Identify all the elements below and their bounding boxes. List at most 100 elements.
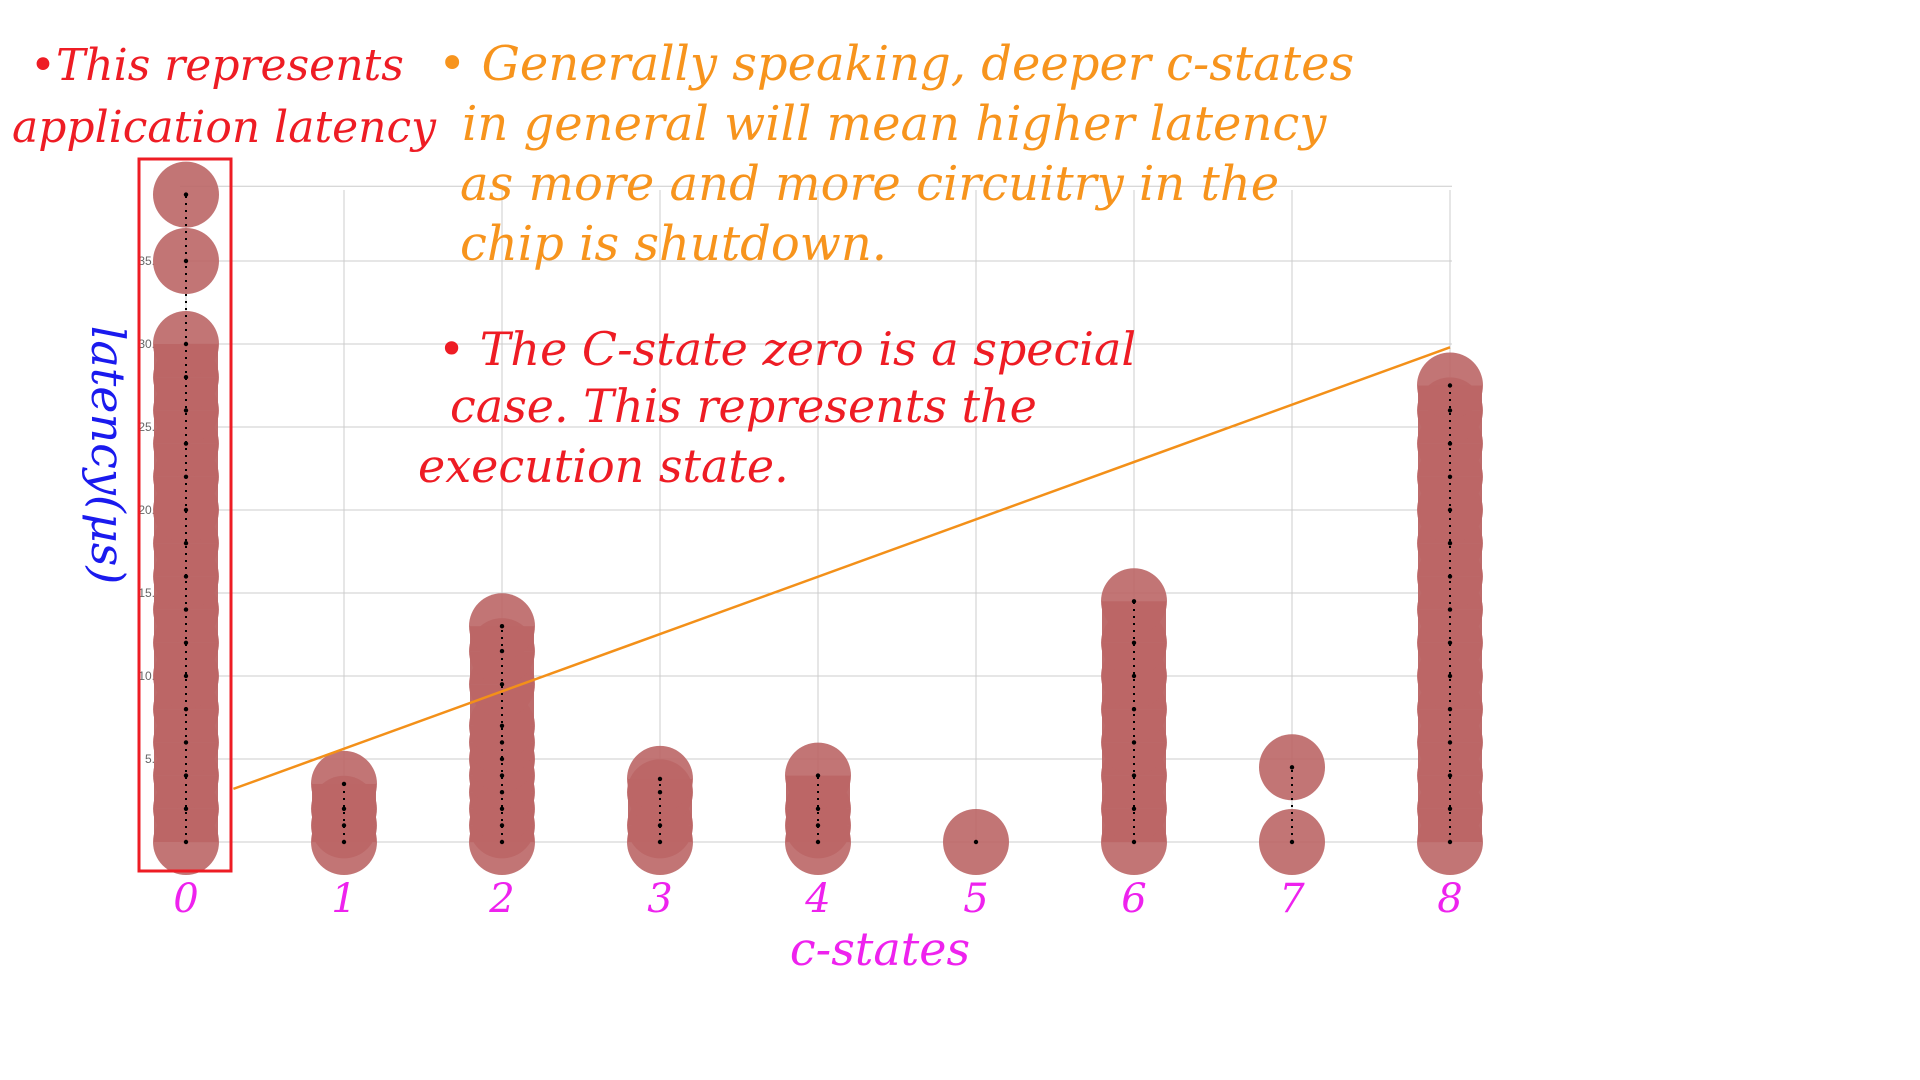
left-note-line-2: application latency <box>12 102 437 153</box>
y-tick-label: 25. <box>138 420 155 434</box>
data-point <box>183 806 189 811</box>
data-point <box>1131 599 1137 604</box>
x-tick-labels: 0 1 2 3 4 5 6 7 8 <box>173 876 1462 922</box>
x-tick-label: 5 <box>963 876 988 922</box>
main-note-line-1: • Generally speaking, deeper c-states <box>438 36 1354 92</box>
data-point <box>657 776 663 782</box>
data-point <box>1131 673 1137 679</box>
annotation-main: • Generally speaking, deeper c-states in… <box>438 36 1354 272</box>
data-point <box>1131 740 1137 745</box>
data-point <box>183 341 189 347</box>
data-point <box>183 574 189 579</box>
data-point <box>1289 839 1295 845</box>
data-point <box>1447 574 1453 579</box>
x-tick-label: 4 <box>804 876 830 922</box>
data-point <box>341 823 347 828</box>
y-tick-label: 20. <box>138 503 155 517</box>
data-point <box>1131 839 1137 845</box>
data-point <box>341 839 347 845</box>
data-points <box>183 192 1453 845</box>
data-point <box>1447 673 1453 679</box>
data-point <box>1447 773 1453 778</box>
main-note-line-3: as more and more circuitry in the <box>460 156 1279 212</box>
data-point <box>499 740 505 745</box>
y-tick-labels: 5. 10. 15. 20. 25. 30. 35. <box>138 254 155 766</box>
special-note-line-1: • The C-state zero is a special <box>438 322 1136 376</box>
data-point <box>1447 383 1453 388</box>
x-tick-label: 8 <box>1437 876 1462 922</box>
data-point <box>499 806 505 811</box>
data-point <box>499 648 505 654</box>
y-tick-label: 10. <box>138 669 155 683</box>
x-tick-label: 2 <box>488 876 514 922</box>
data-point <box>183 375 189 380</box>
data-point <box>183 474 189 479</box>
data-point <box>499 682 505 687</box>
data-point <box>1131 640 1137 645</box>
data-point <box>183 839 189 845</box>
data-point <box>657 839 663 845</box>
data-point <box>1131 707 1137 712</box>
y-tick-label: 35. <box>138 254 155 268</box>
data-point <box>499 723 505 728</box>
data-point <box>1447 607 1453 612</box>
x-tick-label: 1 <box>331 876 356 922</box>
grid-lines <box>180 185 1452 843</box>
data-point <box>341 806 347 811</box>
data-point <box>1131 773 1137 778</box>
data-point <box>499 823 505 828</box>
y-tick-label: 5. <box>145 752 155 766</box>
data-point <box>1289 765 1295 770</box>
data-point <box>183 773 189 778</box>
trend-line <box>232 346 1451 791</box>
y-tick-label: 15. <box>138 586 155 600</box>
data-point <box>183 441 189 446</box>
data-point <box>183 541 189 546</box>
y-axis-label: latency(μs) <box>81 326 135 585</box>
data-point <box>183 607 189 612</box>
data-point <box>183 408 189 413</box>
data-point <box>499 756 505 762</box>
data-point <box>183 740 189 745</box>
x-tick-label: 6 <box>1121 876 1146 922</box>
data-point <box>183 192 189 197</box>
data-point <box>815 823 821 828</box>
data-point <box>1447 806 1453 811</box>
data-point <box>1447 474 1453 479</box>
data-point <box>1447 541 1453 546</box>
left-note-line-1: •This represents <box>30 40 404 91</box>
data-point <box>183 640 189 645</box>
highlight-box-cstate-0 <box>137 157 233 873</box>
data-point <box>499 790 505 795</box>
data-point <box>657 823 663 828</box>
data-point <box>183 673 189 679</box>
data-point <box>499 624 505 629</box>
data-point <box>341 781 347 787</box>
data-point <box>815 806 821 811</box>
main-note-line-4: chip is shutdown. <box>460 216 887 272</box>
special-note-line-2: case. This represents the <box>450 379 1037 433</box>
x-tick-label: 7 <box>1279 876 1305 922</box>
x-tick-label: 3 <box>647 876 672 922</box>
data-point <box>657 790 663 795</box>
data-point <box>1131 806 1137 811</box>
y-tick-label: 30. <box>138 337 155 351</box>
data-point <box>183 258 189 264</box>
x-axis-label: c-states <box>790 922 970 976</box>
data-point <box>1447 441 1453 446</box>
data-point <box>183 707 189 712</box>
data-point <box>815 839 821 845</box>
data-point <box>499 773 505 778</box>
data-point <box>1447 408 1453 413</box>
data-point <box>1447 507 1453 513</box>
data-point <box>499 839 505 845</box>
data-point <box>1447 839 1453 845</box>
data-point <box>815 773 821 778</box>
data-point <box>1447 740 1453 745</box>
annotation-left: •This represents application latency <box>12 40 437 153</box>
data-point <box>1447 640 1453 645</box>
x-tick-label: 0 <box>173 876 198 922</box>
data-point <box>1447 707 1453 712</box>
annotation-special: • The C-state zero is a special case. Th… <box>418 322 1136 493</box>
